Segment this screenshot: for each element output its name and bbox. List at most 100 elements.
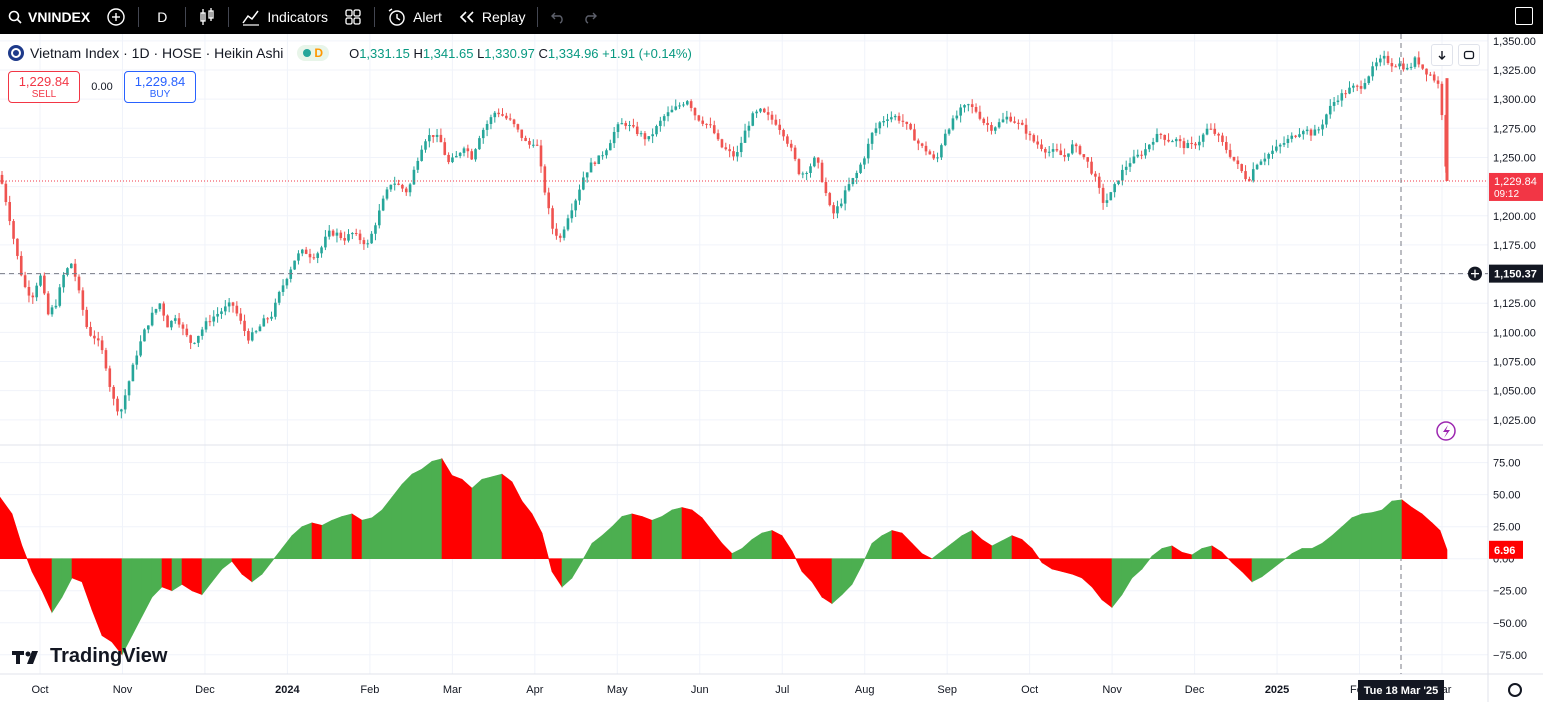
add-symbol-button[interactable] [98,0,134,34]
undo-button[interactable] [542,0,574,34]
legend-title[interactable]: Vietnam Index · 1D · HOSE · Heikin Ashi [30,45,284,61]
last-price-tag-label: 1,229.84 [1494,176,1537,188]
candle-body [435,134,439,137]
candle-body [455,155,458,158]
candle-body [1040,144,1043,149]
candle-body [905,121,909,124]
indicators-button[interactable]: Indicators [233,0,336,34]
candle-body [389,184,393,190]
oscillator-area-segment [881,530,893,560]
oscillator-area-segment [641,516,653,560]
oscillator-area-segment [1291,547,1303,560]
candle-body [208,321,212,323]
candle-body [897,115,901,121]
candle-body [1255,164,1259,170]
candle-body [793,147,797,160]
candle-body [1140,154,1143,156]
oscillator-area-segment [891,530,903,560]
candle-body [751,113,755,126]
layouts-button[interactable] [336,0,370,34]
oscillator-area-segment [41,558,53,613]
alert-button[interactable]: Alert [379,0,450,34]
oscillator-area-segment [0,496,13,560]
candle-body [943,133,947,146]
time-tick-label: Mar [443,684,462,696]
candle-body [566,218,570,230]
oscillator-area-segment [261,558,273,575]
scroll-down-button[interactable] [1431,44,1453,66]
candle-body [732,151,735,157]
candle-body [447,154,450,163]
candle-body [493,112,497,118]
candle-body [755,111,758,114]
low-key: L [477,45,485,61]
candle-body [570,210,574,219]
market-open-dot-icon [303,49,312,57]
candle-body [832,205,835,214]
candle-body [197,335,200,343]
oscillator-area-segment [71,558,83,583]
oscillator-area-segment [731,547,743,560]
candle-body [1097,176,1101,188]
candle-body [439,134,443,143]
candle-body [193,342,196,344]
exchange-logo-icon [8,45,24,61]
candle-body [131,364,135,382]
oscillator-area-segment [1131,558,1143,579]
candle-body [1429,74,1432,76]
candle-body [189,335,192,343]
fullscreen-icon[interactable] [1515,7,1533,25]
oscillator-area-segment [1301,548,1313,560]
candle-body [481,129,485,139]
oscillator-area-segment [1381,500,1393,560]
crosshair-price-tag [1489,264,1543,283]
low-value: 1,330.97 [484,45,535,61]
candle-body [547,192,550,209]
chart-type-button[interactable] [190,0,224,34]
candle-body [16,238,19,256]
oscillator-area-segment [841,558,853,596]
candle-body [1317,129,1320,131]
oscillator-area-segment [531,513,543,560]
settings-gear-icon[interactable] [1508,683,1522,697]
candle-body [1128,163,1132,167]
candle-body [216,313,219,317]
candle-body [558,235,562,238]
candle-body [990,125,993,131]
candle-body [693,107,697,116]
oscillator-area-segment [651,516,663,560]
candle-body [739,142,743,153]
buy-button[interactable]: 1,229.84 BUY [124,71,196,103]
sell-button[interactable]: 1,229.84 SELL [8,71,80,103]
replay-button[interactable]: Replay [450,0,534,34]
candle-body [1298,134,1301,137]
candle-body [963,105,966,108]
oscillator-area-segment [1181,551,1193,560]
candle-body [882,121,885,123]
candle-body [543,166,547,193]
chart-canvas[interactable]: 1,350.00 1,325.00 1,300.00 1,275.00 1,250.00… [0,34,1543,702]
redo-button[interactable] [574,0,606,34]
candle-body [635,126,639,135]
symbol-search[interactable]: VNINDEX [0,0,98,34]
interval-button[interactable]: D [143,0,181,34]
candle-body [301,249,304,254]
candle-body [324,236,327,248]
candle-body [1436,80,1440,84]
oscillator-area-segment [441,457,453,560]
reset-scale-button[interactable] [1458,44,1480,66]
candle-body [73,263,77,277]
candle-body [1305,129,1309,132]
oscillator-area-segment [931,550,943,560]
candle-body [774,119,778,125]
sell-price: 1,229.84 [18,73,70,89]
market-status-badge[interactable]: D [297,45,330,61]
candle-body [724,147,728,150]
time-tick-label: May [607,684,628,696]
close-key: C [538,45,548,61]
candle-body [170,320,173,328]
candle-body [697,115,701,121]
candle-body [1086,157,1089,162]
lightning-icon[interactable] [1436,421,1456,441]
oscillator-area-segment [631,513,643,560]
